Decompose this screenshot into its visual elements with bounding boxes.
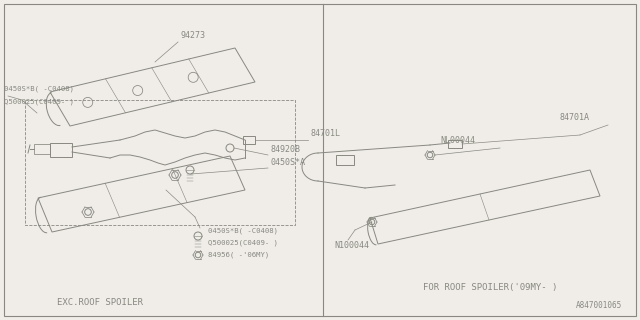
Text: 0450S*A: 0450S*A: [270, 158, 305, 167]
Text: 84920B: 84920B: [270, 145, 300, 154]
Text: Q500025(C0409- ): Q500025(C0409- ): [208, 239, 278, 245]
Text: FOR ROOF SPOILER('09MY- ): FOR ROOF SPOILER('09MY- ): [423, 283, 557, 292]
Text: N100044: N100044: [334, 241, 369, 250]
Text: Q500025(C0409- ): Q500025(C0409- ): [4, 98, 74, 105]
Text: 84701A: 84701A: [560, 113, 590, 122]
Text: 84956( -'06MY): 84956( -'06MY): [208, 251, 269, 258]
Bar: [243, 136, 255, 144]
Text: 84701L: 84701L: [310, 129, 340, 138]
Text: 0450S*B( -C0408): 0450S*B( -C0408): [208, 227, 278, 234]
Bar: [25, 100, 295, 225]
Bar: [336, 155, 354, 165]
Text: A847001065: A847001065: [576, 301, 622, 310]
Text: 94273: 94273: [180, 31, 205, 40]
Text: 0450S*B( -C0408): 0450S*B( -C0408): [4, 85, 74, 92]
Text: NL00044: NL00044: [440, 136, 475, 145]
Text: EXC.ROOF SPOILER: EXC.ROOF SPOILER: [57, 298, 143, 307]
Bar: [34, 144, 50, 154]
Bar: [50, 143, 72, 157]
Bar: [448, 140, 462, 148]
